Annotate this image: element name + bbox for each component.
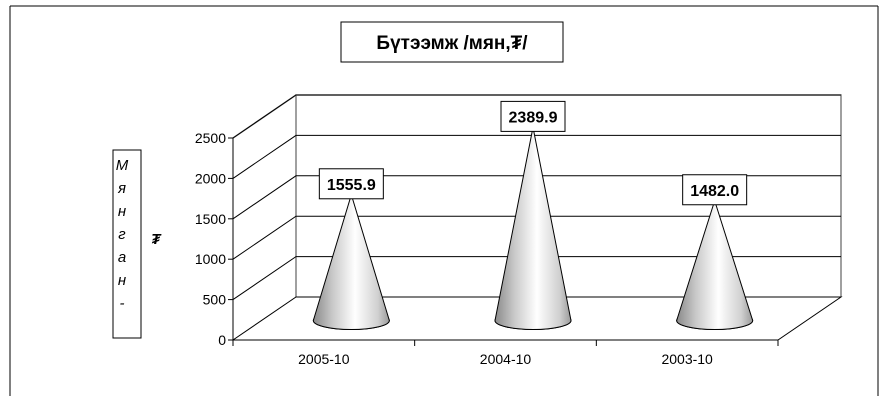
data-labels: 1555.9 2389.9 1482.0	[318, 100, 748, 206]
axes	[228, 137, 779, 346]
gridline	[232, 215, 841, 260]
y-tick-labels: 0 500 1000 1500 2000 2500	[195, 130, 226, 348]
data-label: 1482.0	[690, 183, 739, 200]
gridlines	[232, 94, 841, 301]
x-category-label: 2003-10	[661, 351, 713, 367]
y-axis-title-char: М	[116, 157, 129, 174]
y-tick-label: 0	[218, 332, 226, 348]
y-axis-title-char: н	[118, 272, 126, 289]
y-axis-title-box	[112, 149, 142, 339]
y-axis-title-char: н	[118, 203, 126, 220]
chart-title: Бүтээмж /мян,₮/	[376, 33, 528, 54]
y-axis-title-char: я	[117, 180, 126, 197]
x-category-label: 2005-10	[298, 351, 350, 367]
data-label-box	[500, 100, 566, 132]
data-label: 2389.9	[509, 109, 558, 126]
data-label-box	[318, 168, 384, 200]
y-tick-label: 1000	[195, 251, 226, 267]
gridline	[232, 94, 841, 139]
y-tick-label: 2000	[195, 170, 226, 186]
y-axis-title-char: -	[120, 295, 125, 312]
cone	[676, 199, 754, 330]
cone	[312, 193, 390, 330]
x-category-label: 2004-10	[480, 351, 532, 367]
y-axis-currency: ₮	[151, 231, 162, 248]
y-tick-label: 2500	[195, 130, 226, 146]
gridline	[232, 134, 841, 179]
y-axis-title-char: а	[118, 249, 126, 266]
gridline	[232, 175, 841, 220]
data-label: 1555.9	[327, 177, 376, 194]
x-category-labels: 2005-10 2004-10 2003-10	[298, 351, 713, 367]
gridline	[232, 256, 841, 301]
cone	[494, 127, 572, 330]
y-tick-label: 1500	[195, 211, 226, 227]
cone-body	[676, 199, 754, 330]
data-label-box	[682, 174, 748, 206]
y-tick-label: 500	[203, 292, 227, 308]
y-axis-title-char: г	[118, 226, 126, 243]
cone-series	[312, 127, 754, 330]
chart-title-box	[340, 21, 564, 63]
cone-body	[312, 193, 390, 330]
cone-body	[494, 127, 572, 330]
